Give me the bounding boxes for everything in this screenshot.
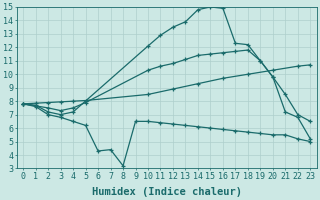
X-axis label: Humidex (Indice chaleur): Humidex (Indice chaleur) [92,186,242,197]
